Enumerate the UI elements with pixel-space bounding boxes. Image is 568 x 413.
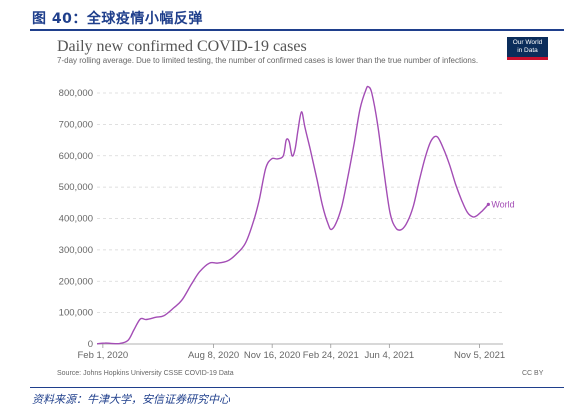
x-axis-ticks: Feb 1, 2020 Aug 8, 2020 Nov 16, 2020 Feb 24… [77,344,505,361]
footer-divider [30,387,564,388]
series-line-world [96,85,489,345]
logo-line-1: Our World [512,39,543,46]
series-group: World [96,85,515,345]
series-label-world: World [491,199,514,209]
title-divider [30,29,564,31]
figure-source: 资料来源：牛津大学，安信证券研究中心 [32,393,230,406]
y-tick-label: 0 [88,339,93,350]
y-tick-label: 300,000 [59,245,93,256]
y-tick-label: 500,000 [59,182,93,193]
y-tick-label: 200,000 [59,276,93,287]
y-tick-label: 600,000 [59,151,93,162]
y-tick-label: 700,000 [59,119,93,130]
x-tick-label: Nov 16, 2020 [244,350,301,361]
y-tick-label: 800,000 [59,88,93,99]
figure-title: 图 40：全球疫情小幅反弹 [32,11,203,27]
license-link[interactable]: CC BY [522,370,544,377]
x-tick-label: Nov 5, 2021 [454,350,505,361]
logo-line-2: in Data [517,47,538,54]
gridlines [97,92,503,345]
chart-title: Daily new confirmed COVID-19 cases [57,38,307,55]
x-tick-label: Feb 24, 2021 [303,350,359,361]
y-tick-label: 400,000 [59,214,93,225]
chart-subtitle: 7-day rolling average. Due to limited te… [57,56,479,65]
owid-logo[interactable]: Our World in Data [507,37,548,60]
x-tick-label: Feb 1, 2020 [77,350,128,361]
x-tick-label: Aug 8, 2020 [188,350,239,361]
y-axis-ticks: 0 100,000 200,000 300,000 400,000 500,000 600,… [59,88,93,350]
y-tick-label: 100,000 [59,308,93,319]
series-end-point [486,202,490,206]
x-tick-label: Jun 4, 2021 [365,350,415,361]
source-note: Source: Johns Hopkins University CSSE CO… [57,370,234,377]
